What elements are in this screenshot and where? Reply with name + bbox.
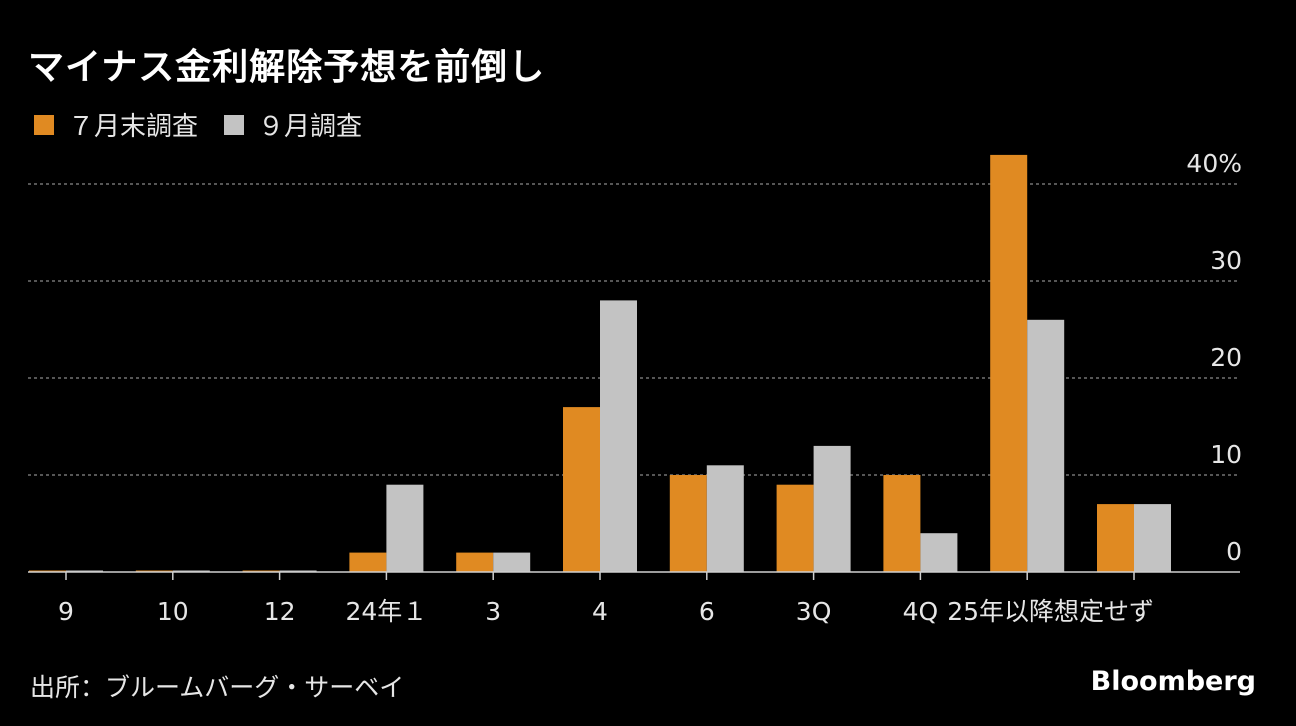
bar-september <box>386 484 424 572</box>
x-tick-label: 3Q <box>796 597 832 626</box>
bar-september <box>1134 504 1171 572</box>
y-tick-label: 0 <box>1226 537 1242 566</box>
bar-july <box>883 475 921 572</box>
x-tick-label: 4 <box>592 597 608 626</box>
bar-july <box>669 475 707 572</box>
legend-swatch-september <box>224 114 245 135</box>
bar-july <box>563 407 600 572</box>
legend-label-september: ９月調査 <box>258 112 363 142</box>
bloomberg-logo: Bloomberg <box>1090 666 1256 697</box>
legend-label-july: ７月末調査 <box>68 112 199 142</box>
y-tick-label: 40% <box>1186 149 1242 178</box>
bar-july <box>349 552 387 572</box>
legend-item-july: ７月末調査 <box>34 106 198 143</box>
x-tick-label: 4Q <box>903 597 939 626</box>
legend: ７月末調査 ９月調査 <box>34 106 388 143</box>
x-tick-label: 3 <box>485 597 501 626</box>
y-tick-label: 20 <box>1210 343 1242 372</box>
bar-september <box>1027 319 1065 572</box>
bar-september <box>813 445 851 572</box>
x-tick-label: 25年以降想定せず <box>947 597 1154 626</box>
bar-july <box>776 484 814 572</box>
y-tick-label: 10 <box>1210 440 1242 469</box>
bar-september <box>706 465 744 572</box>
legend-swatch-july <box>34 114 54 135</box>
x-tick-label: 12 <box>264 597 296 626</box>
legend-item-september: ９月調査 <box>224 106 362 143</box>
chart-title: マイナス金利解除予想を前倒し <box>28 47 546 88</box>
bar-july <box>456 552 494 572</box>
bar-september <box>493 552 531 572</box>
y-tick-label: 30 <box>1210 246 1242 275</box>
bar-september <box>920 533 958 572</box>
x-tick-label: 24年１ <box>345 597 427 626</box>
x-tick-label: 9 <box>58 597 74 626</box>
bar-july <box>990 154 1028 572</box>
x-tick-label: 10 <box>157 597 189 626</box>
x-tick-label: 6 <box>699 597 715 626</box>
bar-july <box>1097 504 1134 572</box>
source-note: 出所：ブルームバーグ・サーベイ <box>30 673 405 702</box>
bar-september <box>600 300 637 572</box>
